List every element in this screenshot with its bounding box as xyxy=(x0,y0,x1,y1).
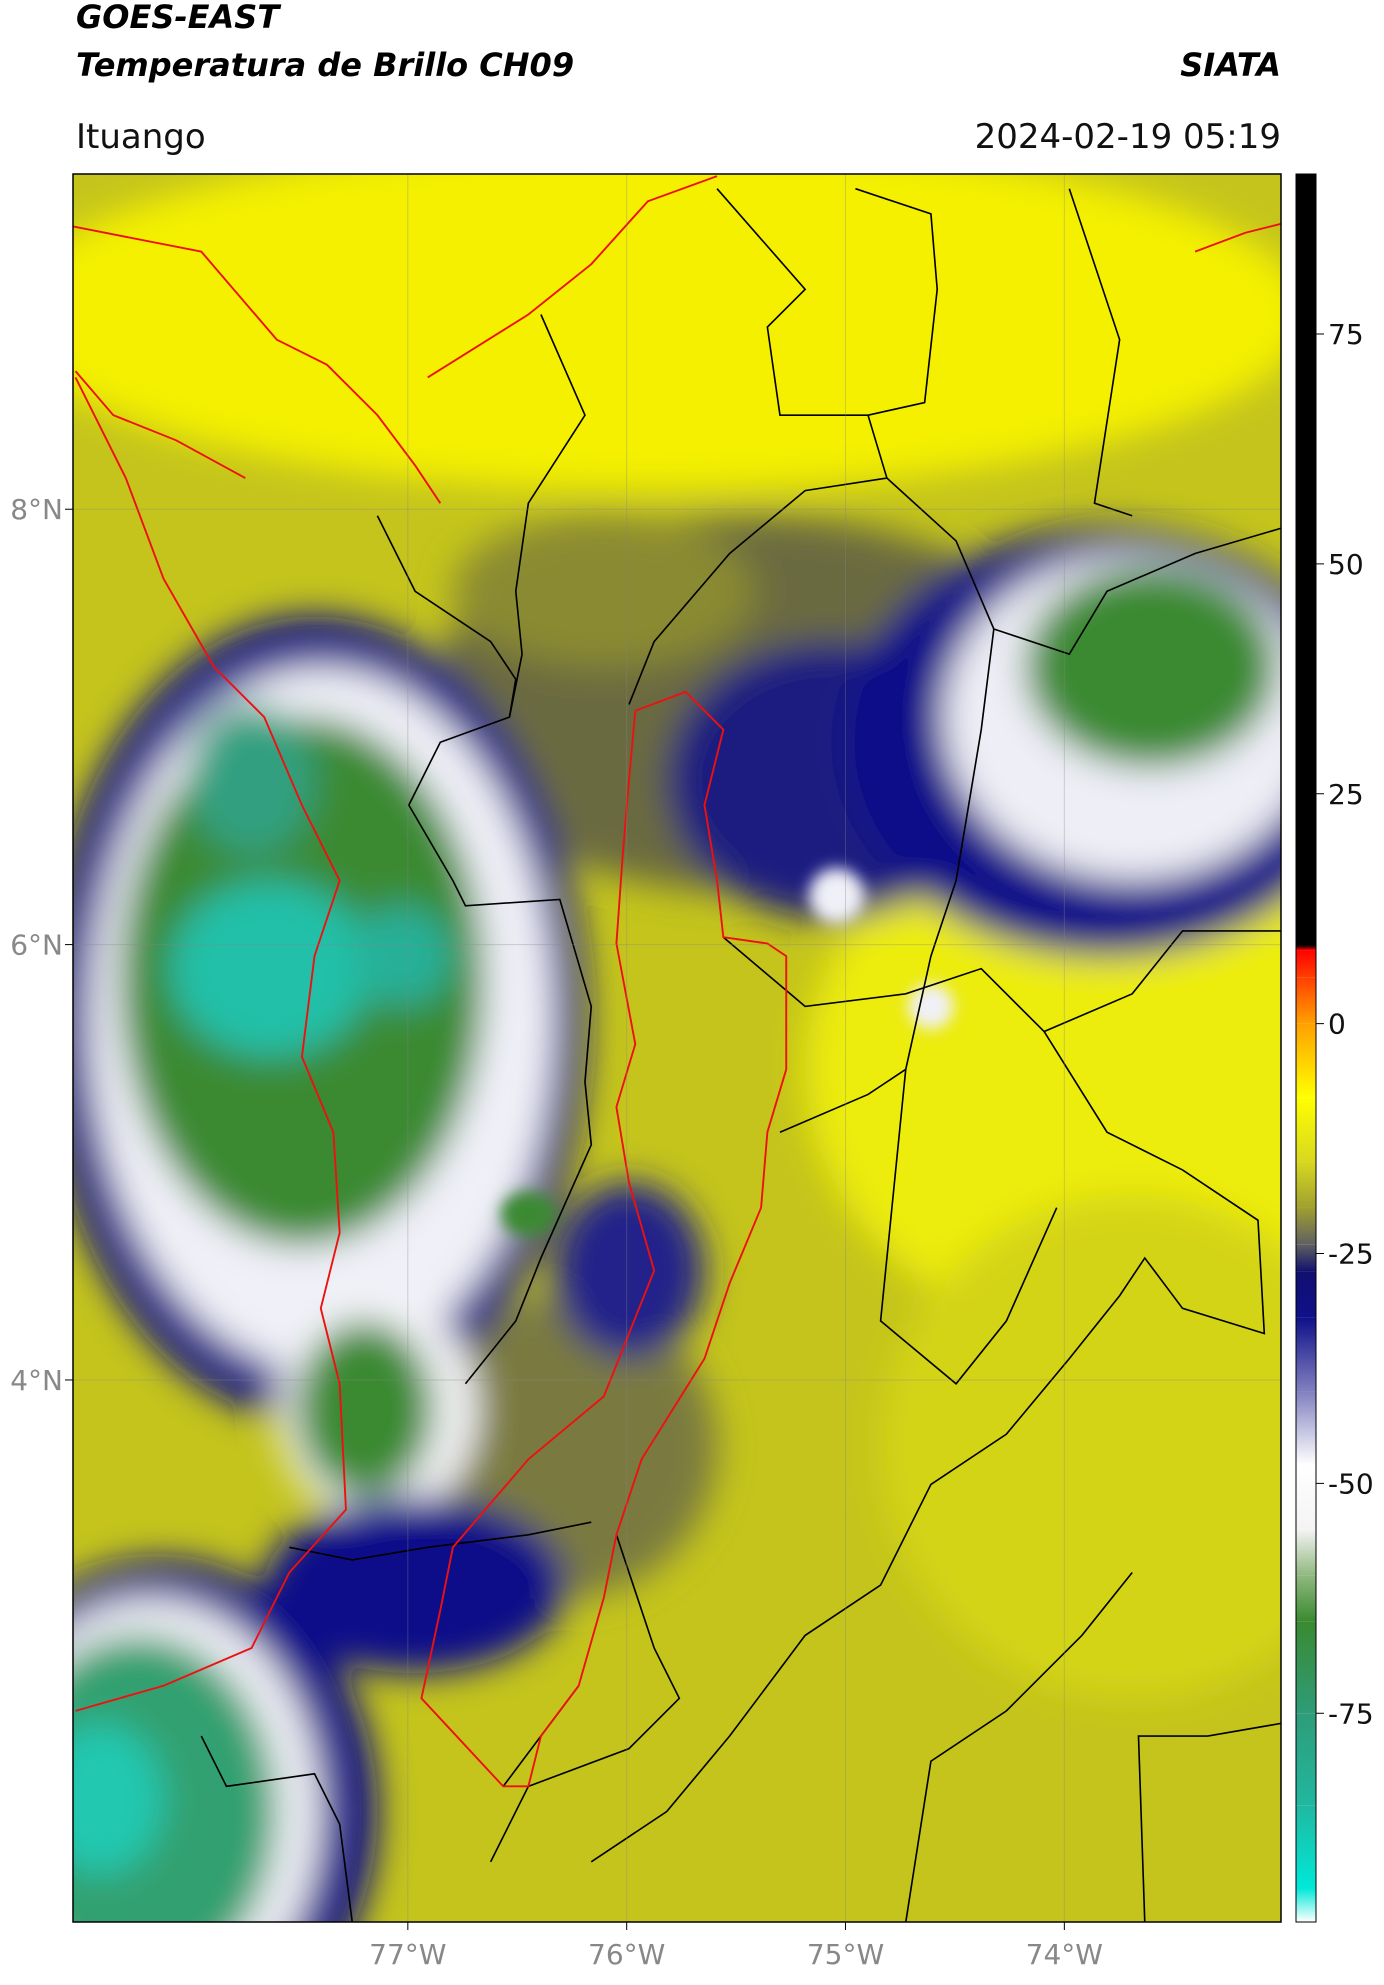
colorbar-tick-label: 75 xyxy=(1328,318,1364,351)
colorbar-segment xyxy=(1296,174,1316,946)
colorbar-segment xyxy=(1296,1713,1316,1806)
x-tick-label: 75°W xyxy=(807,1938,884,1971)
map-frame xyxy=(72,173,1282,1923)
colorbar-segment xyxy=(1296,1621,1316,1714)
colorbar-frame xyxy=(1295,173,1317,1923)
colorbar-tick-label: 25 xyxy=(1328,778,1364,811)
colorbar-segment xyxy=(1296,950,1316,978)
colorbar-tick-label: -50 xyxy=(1328,1467,1374,1500)
colorbar-segment xyxy=(1296,1207,1316,1245)
subtitle: Temperatura de Brillo CH09 xyxy=(76,46,574,84)
x-tick-label: 77°W xyxy=(369,1938,446,1971)
colorbar-tick-label: -75 xyxy=(1328,1697,1374,1730)
y-tick-label: 8°N xyxy=(10,493,63,526)
colorbar-segment xyxy=(1296,1097,1316,1162)
colorbar-segment xyxy=(1296,1805,1316,1888)
grid xyxy=(73,174,1281,1922)
colorbar-segment xyxy=(1296,1391,1316,1466)
colorbar-segment xyxy=(1296,1244,1316,1272)
satellite-image xyxy=(73,174,1281,1922)
colorbar: -75 -50 -25 0 25 50 75 xyxy=(1295,173,1374,1923)
colorbar-segment xyxy=(1296,1529,1316,1576)
colorbar-tick-label: 50 xyxy=(1328,548,1364,581)
location: Ituango xyxy=(76,117,206,157)
colorbar-segment xyxy=(1296,1023,1316,1098)
y-tick-label: 6°N xyxy=(10,929,63,962)
colorbar-segment xyxy=(1296,1465,1316,1530)
title: GOES-EAST xyxy=(76,0,281,36)
brand: SIATA xyxy=(1180,46,1281,84)
colorbar-segment xyxy=(1296,1575,1316,1622)
x-tick-label: 76°W xyxy=(588,1938,665,1971)
y-tick-label: 4°N xyxy=(10,1364,63,1397)
colorbar-segment xyxy=(1296,1271,1316,1318)
timestamp: 2024-02-19 05:19 xyxy=(975,117,1281,157)
colorbar-segment xyxy=(1296,945,1316,951)
colorbar-tick-label: 0 xyxy=(1328,1008,1346,1041)
x-tick-label: 74°W xyxy=(1026,1938,1103,1971)
colorbar-segment xyxy=(1296,1887,1316,1922)
colorbar-tick-label: -25 xyxy=(1328,1238,1374,1271)
colorbar-segment xyxy=(1296,1161,1316,1208)
colorbar-segment xyxy=(1296,977,1316,1024)
colorbar-segment xyxy=(1296,1317,1316,1392)
